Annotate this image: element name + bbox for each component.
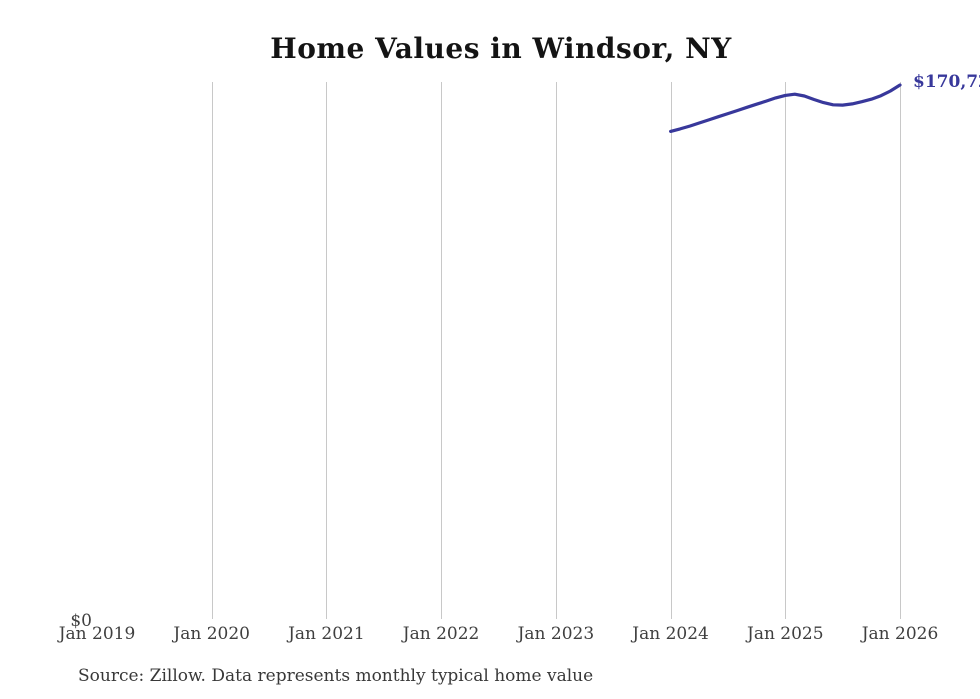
chart-title: Home Values in Windsor, NY — [270, 32, 732, 65]
gridline — [785, 82, 787, 619]
x-axis-tick-label: Jan 2019 — [58, 624, 136, 644]
x-axis-tick-label: Jan 2023 — [517, 624, 595, 644]
x-axis-tick-label: Jan 2026 — [861, 624, 939, 644]
gridline — [211, 82, 213, 619]
gridline — [670, 82, 672, 619]
x-axis-tick-label: Jan 2020 — [173, 624, 250, 644]
home-value-line — [668, 83, 902, 133]
gridline — [326, 82, 328, 619]
line-end-value-label: $170,722 — [913, 72, 980, 92]
gridline — [555, 82, 557, 619]
y-axis-tick-label-zero: $0 — [70, 611, 92, 631]
gridline — [900, 82, 901, 619]
x-axis-tick-label: Jan 2025 — [747, 624, 824, 644]
x-axis-tick-label: Jan 2024 — [632, 624, 709, 644]
x-axis-tick-label: Jan 2022 — [402, 624, 480, 644]
x-axis-tick-label: Jan 2021 — [288, 624, 365, 644]
source-note: Source: Zillow. Data represents monthly … — [78, 666, 594, 686]
gridline — [441, 82, 443, 619]
